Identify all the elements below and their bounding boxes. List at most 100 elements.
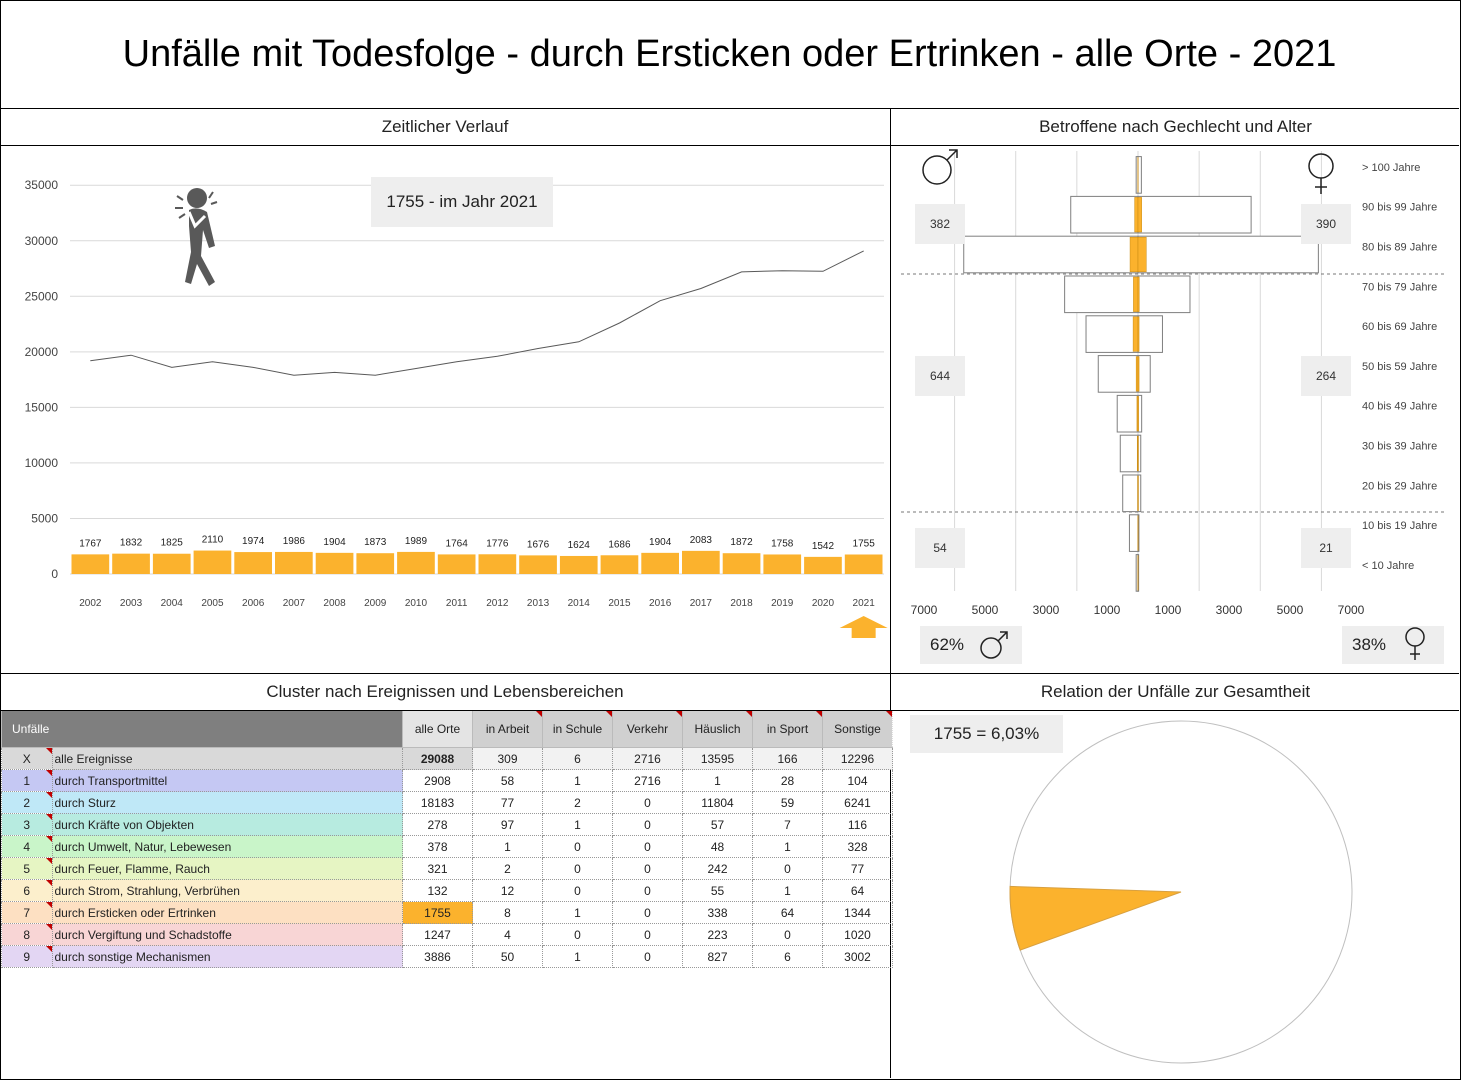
divider-top-header bbox=[0, 145, 1459, 146]
x-tick-label-2018: 2018 bbox=[730, 598, 753, 609]
bar-2003 bbox=[112, 553, 150, 574]
row-value: 0 bbox=[752, 923, 823, 946]
year-arrow-icon bbox=[839, 616, 888, 638]
row-value: 0 bbox=[612, 857, 683, 880]
row-index: 9 bbox=[1, 945, 53, 968]
row-value: 104 bbox=[822, 769, 893, 792]
pyramid-bar-male-highlight-1 bbox=[1134, 197, 1139, 233]
row-label: durch Sturz bbox=[51, 791, 403, 814]
pyramid-bar-male-4 bbox=[1085, 315, 1139, 353]
bar-2017 bbox=[682, 550, 720, 574]
pyramid-bar-female-highlight-4 bbox=[1137, 316, 1140, 352]
pyramid-bar-male-1 bbox=[1070, 195, 1139, 234]
row-value: 57 bbox=[682, 813, 753, 836]
age-label-0: > 100 Jahre bbox=[1362, 162, 1420, 174]
row-index: 2 bbox=[1, 791, 53, 814]
x-tick-label-2011: 2011 bbox=[446, 598, 468, 609]
row-value: 1 bbox=[542, 945, 613, 968]
y-tick-label-20000: 20000 bbox=[25, 345, 59, 359]
male-share-value: 62% bbox=[930, 635, 965, 654]
female-total-middle: 264 bbox=[1301, 356, 1351, 396]
bar-2010 bbox=[397, 551, 435, 574]
table-header-in-schule: in Schule bbox=[542, 711, 613, 748]
x-tick-label-2002: 2002 bbox=[79, 598, 102, 609]
pyramid-bar-female-3 bbox=[1137, 275, 1191, 314]
y-tick-label-15000: 15000 bbox=[25, 400, 59, 414]
row-value: 6 bbox=[542, 747, 613, 770]
table-header-in-sport: in Sport bbox=[752, 711, 823, 748]
x-tick-label-2013: 2013 bbox=[527, 598, 550, 609]
row-value: 1755 bbox=[402, 901, 473, 924]
row-value: 6 bbox=[752, 945, 823, 968]
x-tick-label-2010: 2010 bbox=[405, 598, 428, 609]
row-value: 328 bbox=[822, 835, 893, 858]
bar-label-2010: 1989 bbox=[405, 536, 428, 547]
row-value: 338 bbox=[682, 901, 753, 924]
row-value: 2716 bbox=[612, 747, 683, 770]
pyramid-bar-male-2 bbox=[963, 235, 1139, 274]
age-label-2: 80 bis 89 Jahre bbox=[1362, 242, 1437, 254]
x-tick-label-2007: 2007 bbox=[283, 598, 306, 609]
bar-2019 bbox=[763, 554, 802, 574]
row-value: 0 bbox=[612, 813, 683, 836]
female-share-icon bbox=[1405, 627, 1425, 660]
divider-middle bbox=[0, 673, 1459, 674]
row-value: 29088 bbox=[402, 747, 473, 770]
bar-2004 bbox=[152, 553, 191, 574]
row-value: 12296 bbox=[822, 747, 893, 770]
bar-label-2004: 1825 bbox=[161, 538, 184, 549]
row-value: 321 bbox=[402, 857, 473, 880]
pyramid-x-tick-1: 5000 bbox=[972, 603, 999, 617]
table-row: 5 durch Feuer, Flamme, Rauch 321 2 0 0 242 0 77 bbox=[1, 857, 893, 880]
y-tick-label-25000: 25000 bbox=[25, 289, 59, 303]
female-symbol-icon bbox=[1308, 153, 1334, 194]
row-value: 1 bbox=[752, 835, 823, 858]
row-value: 55 bbox=[682, 879, 753, 902]
y-tick-label-0: 0 bbox=[51, 567, 58, 581]
pyramid-bar-male-7 bbox=[1119, 434, 1139, 473]
bar-label-2016: 1904 bbox=[649, 537, 672, 548]
row-value: 0 bbox=[612, 945, 683, 968]
relation-info-box: 1755 = 6,03% bbox=[910, 715, 1063, 753]
male-total-middle: 644 bbox=[915, 356, 965, 396]
pyramid-x-tick-4: 1000 bbox=[1155, 603, 1182, 617]
table-row: 6 durch Strom, Strahlung, Verbrühen 132 12 0… bbox=[1, 879, 893, 902]
row-label: durch Vergiftung und Schadstoffe bbox=[51, 923, 403, 946]
pyramid-bar-female-highlight-3 bbox=[1137, 276, 1140, 312]
row-value: 827 bbox=[682, 945, 753, 968]
row-value: 223 bbox=[682, 923, 753, 946]
bar-2013 bbox=[519, 555, 557, 574]
row-value: 242 bbox=[682, 857, 753, 880]
row-label: durch Umwelt, Natur, Lebewesen bbox=[51, 835, 403, 858]
row-value: 2908 bbox=[402, 769, 473, 792]
pyramid-bar-male-highlight-4 bbox=[1132, 316, 1139, 352]
bar-2018 bbox=[722, 553, 761, 574]
female-total-old: 390 bbox=[1301, 204, 1351, 244]
row-value: 59 bbox=[752, 791, 823, 814]
table-row: 8 durch Vergiftung und Schadstoffe 1247 4 0 0… bbox=[1, 923, 893, 946]
row-value: 1344 bbox=[822, 901, 893, 924]
pyramid-bar-male-6 bbox=[1116, 394, 1139, 433]
row-index: 7 bbox=[1, 901, 53, 924]
pyramid-bar-female-highlight-6 bbox=[1137, 396, 1139, 432]
bar-label-2018: 1872 bbox=[730, 537, 753, 548]
row-value: 77 bbox=[822, 857, 893, 880]
row-value: 0 bbox=[542, 835, 613, 858]
timeline-info-box: 1755 - im Jahr 2021 bbox=[371, 177, 553, 227]
age-label-9: 10 bis 19 Jahre bbox=[1362, 520, 1437, 532]
male-share-box: 62% bbox=[920, 626, 1022, 664]
bar-2006 bbox=[234, 552, 272, 574]
timeline-y-labels: 0 5000 10000 15000 20000 25000 30000 35000 bbox=[25, 178, 59, 581]
row-value: 1 bbox=[752, 879, 823, 902]
row-index: 1 bbox=[1, 769, 53, 792]
row-value: 6241 bbox=[822, 791, 893, 814]
row-value: 1020 bbox=[822, 923, 893, 946]
row-index: X bbox=[1, 747, 53, 770]
row-value: 0 bbox=[612, 835, 683, 858]
timeline-bar-labels: 1767 1832 1825 2110 1974 1986 1904 1873 1989 1764… bbox=[79, 535, 875, 552]
row-value: 3886 bbox=[402, 945, 473, 968]
pyramid-x-tick-7: 7000 bbox=[1338, 603, 1365, 617]
x-tick-label-2015: 2015 bbox=[608, 598, 631, 609]
bar-label-2015: 1686 bbox=[608, 539, 631, 550]
pie-slice-highlight bbox=[1009, 885, 1182, 951]
